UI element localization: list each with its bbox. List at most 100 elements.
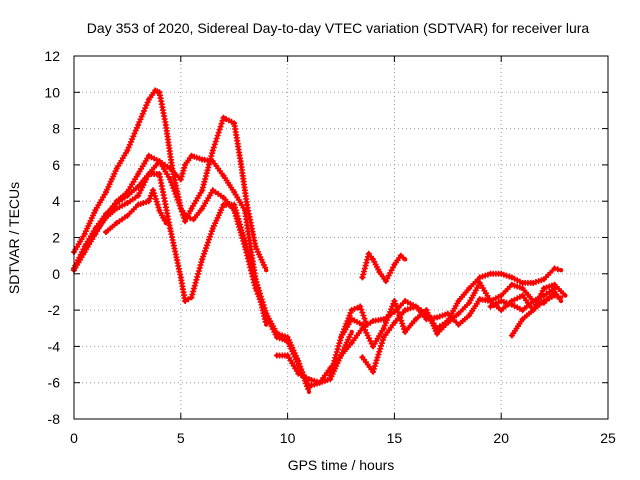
data-point <box>125 148 130 153</box>
data-point <box>274 331 280 336</box>
y-axis-label: SDTVAR / TECUs <box>6 182 22 294</box>
data-point <box>93 208 98 213</box>
data-point <box>182 298 188 304</box>
data-point <box>456 322 461 327</box>
x-tick-labels: 0 5 10 15 20 25 <box>70 430 616 446</box>
data-point <box>541 300 547 305</box>
data-point <box>146 153 151 158</box>
data-point <box>210 226 215 231</box>
data-point <box>328 376 333 382</box>
data-point <box>467 286 472 291</box>
data-point <box>370 344 376 349</box>
data-point <box>182 162 188 168</box>
data-point <box>157 208 162 213</box>
data-point <box>253 244 258 249</box>
data-point <box>146 97 151 102</box>
data-point <box>434 331 440 336</box>
gridlines <box>74 56 608 419</box>
data-point <box>488 298 493 304</box>
data-point <box>456 298 461 304</box>
data-point <box>509 302 515 307</box>
data-point <box>366 251 371 256</box>
data-point <box>477 297 482 302</box>
data-point <box>210 188 215 193</box>
series-12 <box>338 303 369 341</box>
data-point <box>520 286 525 291</box>
data-point <box>200 188 205 193</box>
data-point <box>157 159 162 164</box>
x-tick-label: 5 <box>177 430 185 446</box>
data-point <box>381 335 386 340</box>
data-point <box>364 322 369 327</box>
data-point <box>178 275 183 280</box>
data-point <box>238 159 243 164</box>
data-point <box>296 371 301 376</box>
data-point <box>135 122 141 128</box>
data-point <box>189 295 194 300</box>
data-point <box>338 353 344 358</box>
data-point <box>189 206 194 211</box>
series-7 <box>327 279 568 379</box>
data-point <box>392 320 397 325</box>
data-point <box>221 173 226 178</box>
data-point <box>349 307 354 313</box>
y-tick-label: -2 <box>48 302 61 318</box>
data-point <box>232 121 237 126</box>
y-tick-label: 0 <box>52 266 60 282</box>
data-point <box>445 318 450 324</box>
data-point <box>264 268 269 273</box>
data-point <box>232 202 237 207</box>
data-point <box>531 280 536 286</box>
series-9 <box>359 265 564 375</box>
data-point <box>520 293 525 298</box>
data-point <box>424 311 429 316</box>
data-point <box>232 189 237 195</box>
data-point <box>210 148 215 153</box>
data-series <box>71 87 568 394</box>
data-point <box>114 206 119 211</box>
data-point <box>114 166 119 171</box>
data-point <box>552 289 557 295</box>
x-tick-label: 25 <box>600 430 616 446</box>
data-point <box>182 219 188 224</box>
data-point <box>135 193 141 198</box>
data-point <box>477 280 482 286</box>
y-tick-label: -6 <box>48 375 61 391</box>
tick-marks <box>73 55 609 420</box>
data-point <box>509 275 515 280</box>
data-point <box>467 300 472 305</box>
data-point <box>328 373 333 378</box>
data-point <box>558 268 564 273</box>
data-point <box>402 257 408 262</box>
y-tick-label: 8 <box>52 121 60 137</box>
data-point <box>499 271 504 276</box>
chart-title: Day 353 of 2020, Sidereal Day-to-day VTE… <box>87 20 590 36</box>
data-point <box>191 217 196 222</box>
data-point <box>338 335 344 340</box>
data-point <box>381 326 386 331</box>
data-point <box>392 298 397 304</box>
data-point <box>153 88 158 93</box>
y-tick-label: 2 <box>52 230 60 246</box>
data-point <box>360 322 365 327</box>
data-point <box>135 171 141 177</box>
x-tick-label: 0 <box>70 430 78 446</box>
data-point <box>185 215 190 220</box>
data-point <box>264 311 269 316</box>
data-point <box>178 206 183 211</box>
data-point <box>178 177 183 182</box>
data-point <box>296 358 301 364</box>
data-point <box>499 307 504 313</box>
data-point <box>200 206 205 211</box>
data-point <box>377 269 382 275</box>
series-4 <box>92 171 312 394</box>
data-point <box>383 278 389 284</box>
y-tick-label: 4 <box>52 193 60 209</box>
data-point <box>253 277 258 282</box>
data-point <box>189 153 194 158</box>
data-point <box>157 90 162 95</box>
data-point <box>413 304 418 309</box>
data-point <box>370 318 376 324</box>
data-point <box>103 189 109 195</box>
